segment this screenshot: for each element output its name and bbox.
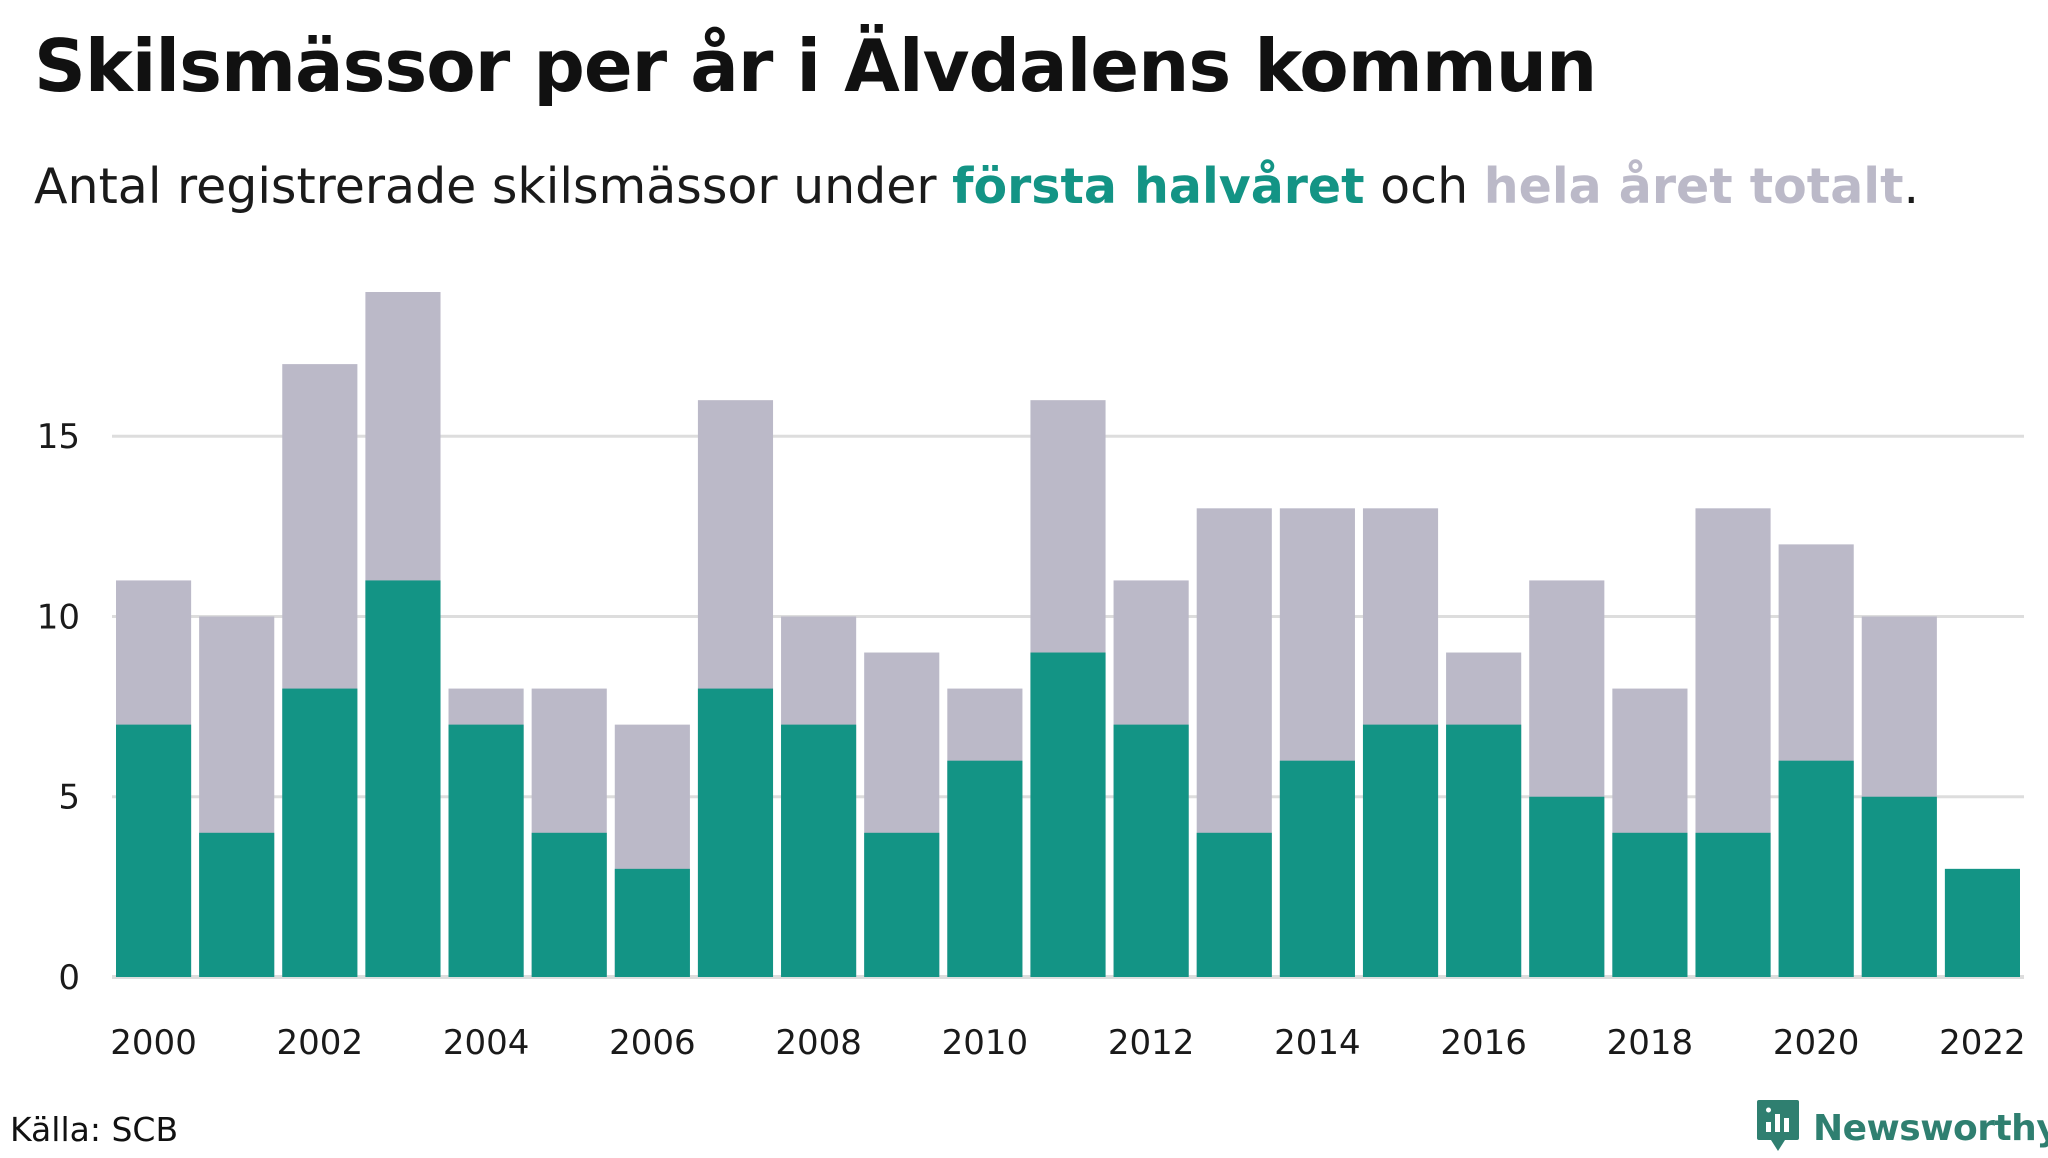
bar-first-half-2012 [1113,724,1189,977]
brand-logo[interactable]: Newsworthy [1755,1098,2048,1158]
bar-first-half-2020 [1778,760,1854,977]
subtitle-text-before: Antal registrerade skilsmässor under [34,158,953,215]
bar-first-half-2001 [199,832,275,977]
y-tick-label: 10 [37,597,80,637]
x-tick-label: 2010 [942,1023,1029,1063]
y-tick-label: 5 [58,778,80,818]
bar-first-half-2018 [1612,832,1688,977]
bar-first-half-2000 [116,724,192,977]
bar-first-half-2011 [1030,652,1106,977]
x-tick-label: 2012 [1108,1023,1195,1063]
source-note: Källa: SCB [10,1110,179,1149]
series-first-half [116,580,2020,977]
bar-first-half-2013 [1196,832,1272,977]
bar-first-half-2007 [697,688,774,977]
bar-first-half-2014 [1279,760,1355,977]
y-axis-ticks: 0 5 10 15 [37,417,80,998]
bar-first-half-2010 [947,760,1023,977]
chart-subtitle: Antal registrerade skilsmässor under för… [34,155,1919,219]
bar-chart-speech-bubble-icon [1755,1098,1801,1158]
bar-first-half-2002 [282,688,358,977]
x-tick-label: 2022 [1939,1023,2026,1063]
subtitle-highlight-first-half: första halvåret [952,158,1365,215]
bar-first-half-2017 [1529,796,1605,977]
x-tick-label: 2018 [1607,1023,1694,1063]
bar-first-half-2022 [1944,868,2020,977]
subtitle-text-after: . [1903,158,1920,215]
subtitle-highlight-full-year: hela året totalt [1483,158,1904,215]
x-axis-ticks: 2000 2002 2004 2006 2008 2010 2012 2014 2016 2018… [110,1023,2025,1063]
bar-first-half-2009 [864,832,940,977]
x-tick-label: 2006 [609,1023,696,1063]
y-tick-label: 15 [37,417,80,457]
bar-first-half-2016 [1446,724,1522,977]
brand-name: Newsworthy [1813,1107,2048,1149]
bar-first-half-2006 [614,868,690,977]
y-tick-label: 0 [58,958,80,998]
x-tick-label: 2016 [1440,1023,1527,1063]
bar-first-half-2003 [365,580,441,977]
bar-first-half-2019 [1695,832,1771,977]
x-tick-label: 2004 [443,1023,530,1063]
x-tick-label: 2002 [277,1023,364,1063]
bar-first-half-2008 [781,724,857,977]
chart-title: Skilsmässor per år i Älvdalens kommun [34,24,1597,108]
bar-first-half-2021 [1861,796,1937,977]
x-tick-label: 2014 [1274,1023,1361,1063]
bar-first-half-2005 [531,832,607,977]
x-tick-label: 2008 [775,1023,862,1063]
subtitle-text-between: och [1364,158,1484,215]
x-tick-label: 2000 [110,1023,197,1063]
x-tick-label: 2020 [1773,1023,1860,1063]
bar-first-half-2004 [448,724,524,977]
bar-first-half-2015 [1362,724,1439,977]
